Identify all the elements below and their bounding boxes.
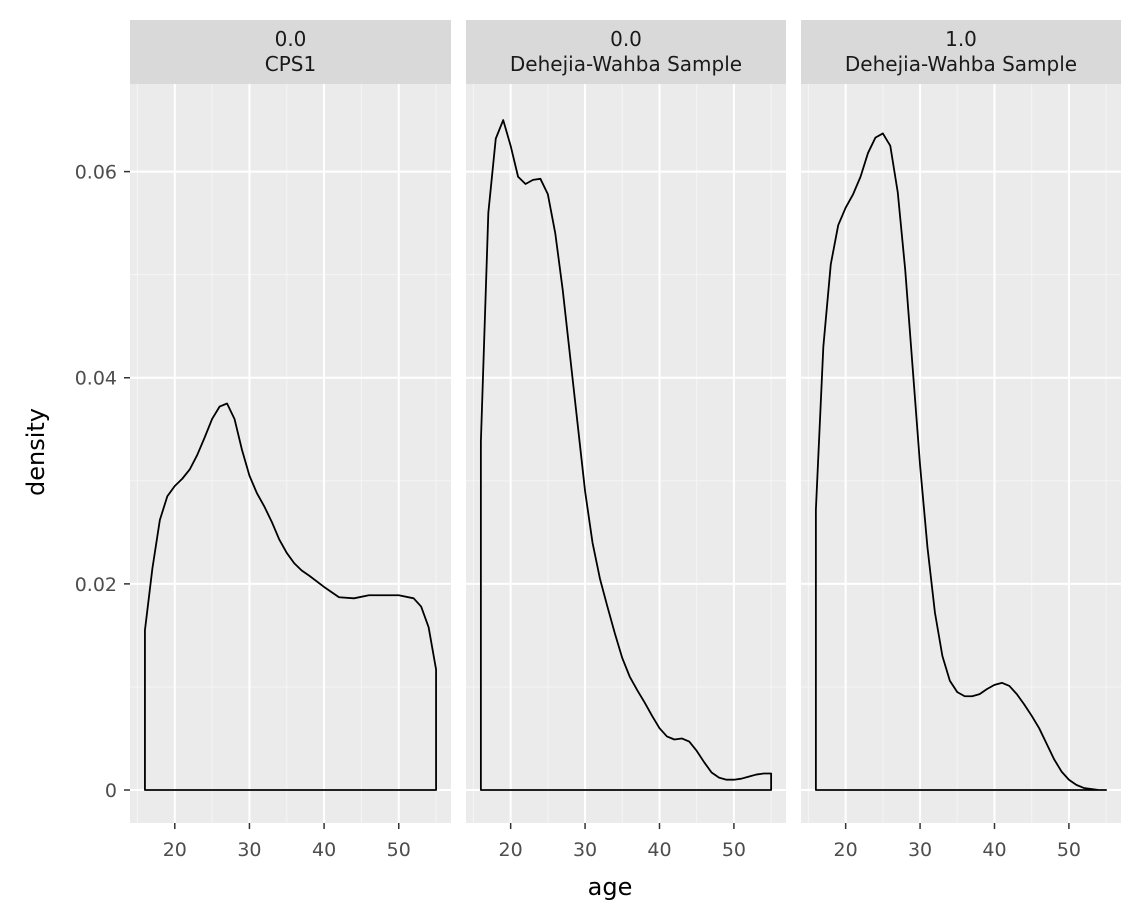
x-tick-label: 20 bbox=[163, 839, 187, 861]
density-curve bbox=[814, 132, 1108, 791]
x-tick-label: 30 bbox=[237, 839, 261, 861]
y-tick-label: 0.02 bbox=[75, 574, 117, 596]
strip-label-data-id: Dehejia-Wahba Sample bbox=[510, 52, 742, 76]
x-tick-label: 40 bbox=[982, 839, 1006, 861]
panel-background bbox=[130, 84, 451, 823]
x-tick-label: 50 bbox=[1057, 839, 1081, 861]
strip-label-treat: 0.0 bbox=[275, 27, 307, 51]
y-tick-label: 0.06 bbox=[75, 162, 117, 184]
facet-strip bbox=[801, 20, 1121, 84]
y-tick-label: 0 bbox=[105, 780, 117, 802]
x-tick-label: 30 bbox=[908, 839, 932, 861]
facet-strip bbox=[130, 20, 451, 84]
x-tick-label: 50 bbox=[387, 839, 411, 861]
y-axis-title: density bbox=[22, 408, 50, 496]
density-curve bbox=[479, 119, 773, 791]
x-axis-title: age bbox=[588, 873, 633, 901]
panel-background bbox=[466, 84, 786, 823]
strip-label-treat: 0.0 bbox=[610, 27, 642, 51]
y-axis: 0 0.02 0.04 0.06 bbox=[75, 162, 130, 802]
strip-label-data-id: Dehejia-Wahba Sample bbox=[845, 52, 1077, 76]
x-tick-label: 30 bbox=[573, 839, 597, 861]
x-tick-label: 50 bbox=[722, 839, 746, 861]
panel-background bbox=[801, 84, 1121, 823]
strip-label-treat: 1.0 bbox=[945, 27, 977, 51]
x-tick-label: 40 bbox=[647, 839, 671, 861]
strip-label-data-id: CPS1 bbox=[265, 52, 316, 76]
x-tick-label: 20 bbox=[834, 839, 858, 861]
x-tick-label: 40 bbox=[312, 839, 336, 861]
y-tick-label: 0.04 bbox=[75, 368, 117, 390]
facet-strip bbox=[466, 20, 786, 84]
density-curve bbox=[144, 402, 437, 791]
x-tick-label: 20 bbox=[499, 839, 523, 861]
